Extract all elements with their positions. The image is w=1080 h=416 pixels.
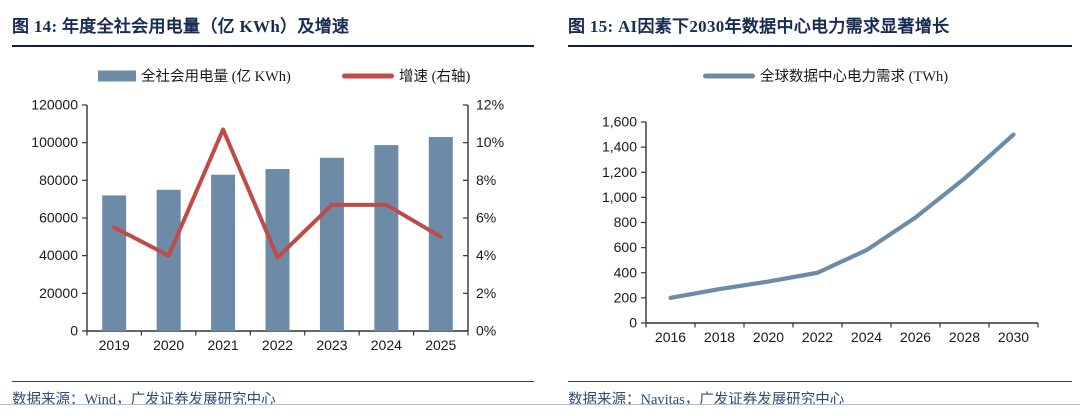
left-y-label: 100000 (31, 134, 78, 150)
figure-15-source-rule (568, 381, 1072, 382)
x-label-2025: 2025 (425, 337, 456, 353)
right-y-label: 2% (476, 285, 496, 301)
left-y-label: 20000 (39, 285, 78, 301)
right-y-label: 6% (476, 210, 496, 226)
left-y-label: 0 (629, 315, 637, 331)
left-y-label: 800 (614, 214, 638, 230)
x-label-2026: 2026 (900, 329, 931, 345)
x-label-2016: 2016 (655, 329, 686, 345)
datacenter-power-demand-chart: 0 200 400 600 800 1,000 1,200 1,400 1,600 2016 201… (602, 67, 1039, 345)
x-label-2021: 2021 (207, 337, 238, 353)
x-label-2020: 2020 (753, 329, 784, 345)
left-y-label: 1,200 (602, 164, 637, 180)
left-y-label: 1,600 (602, 114, 637, 130)
left-y-label: 0 (70, 323, 78, 339)
legend-swatch-bar (98, 70, 136, 82)
x-label-2018: 2018 (704, 329, 735, 345)
x-label-2030: 2030 (998, 329, 1029, 345)
left-y-label: 80000 (39, 172, 78, 188)
x-label-2024: 2024 (851, 329, 882, 345)
legend-swatch-line (342, 73, 394, 79)
figure-14: 图 14: 年度全社会用电量（亿 KWh）及增速 0 20000 40000 6000… (0, 0, 540, 409)
left-y-label: 40000 (39, 247, 78, 263)
left-y-label: 400 (614, 264, 638, 280)
x-label-2019: 2019 (99, 337, 130, 353)
right-y-label: 12% (476, 97, 504, 113)
page-bottom-rule (0, 404, 1080, 405)
left-y-label: 1,000 (602, 189, 637, 205)
bar-2021 (211, 174, 236, 331)
x-label-2020: 2020 (153, 337, 184, 353)
x-label-2023: 2023 (316, 337, 347, 353)
right-y-label: 10% (476, 134, 504, 150)
legend-label: 增速 (右轴) (399, 68, 470, 85)
x-label-2024: 2024 (371, 337, 402, 353)
left-y-label: 120000 (31, 97, 78, 113)
bar-2019 (102, 195, 127, 331)
series-line-demand (668, 132, 1016, 300)
bar-2020 (156, 189, 181, 331)
right-y-label: 8% (476, 172, 496, 188)
left-y-label: 60000 (39, 210, 78, 226)
figure-15-title: 图 15: AI因素下2030年数据中心电力需求显著增长 (568, 10, 1072, 47)
left-y-label: 1,400 (602, 139, 637, 155)
series-line-growth (112, 127, 443, 260)
bar-2024 (374, 145, 399, 331)
right-y-label: 0% (476, 323, 496, 339)
legend-label: 全球数据中心电力需求 (TWh) (760, 67, 948, 85)
x-label-2028: 2028 (949, 329, 980, 345)
x-label-2022: 2022 (802, 329, 833, 345)
right-y-label: 4% (476, 247, 496, 263)
bar-2023 (319, 157, 344, 331)
figure-14-title: 图 14: 年度全社会用电量（亿 KWh）及增速 (12, 10, 534, 47)
left-y-label: 600 (614, 239, 638, 255)
left-y-label: 200 (614, 289, 638, 305)
legend-label: 全社会用电量 (亿 KWh) (141, 67, 291, 85)
electricity-consumption-chart: 0 20000 40000 60000 80000 100000 120000 0% 2% 4% 6… (31, 67, 504, 353)
legend-swatch-line (703, 73, 755, 79)
figure-14-source-rule (12, 381, 534, 382)
x-label-2022: 2022 (262, 337, 293, 353)
figure-15: 图 15: AI因素下2030年数据中心电力需求显著增长 0 200 400 600 8… (540, 0, 1080, 409)
